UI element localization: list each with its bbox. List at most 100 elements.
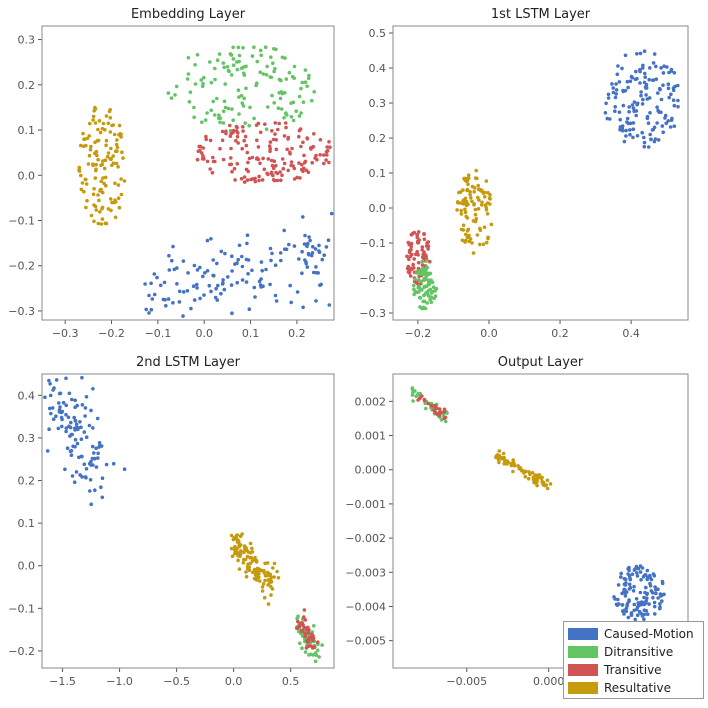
data-point xyxy=(306,170,311,175)
data-point xyxy=(481,242,486,247)
data-point xyxy=(484,240,489,245)
data-point xyxy=(162,280,167,285)
data-point xyxy=(268,140,273,144)
data-point xyxy=(616,583,621,587)
data-point xyxy=(645,596,649,600)
data-point xyxy=(460,201,465,206)
data-point xyxy=(283,91,287,95)
data-point xyxy=(64,403,68,408)
data-point xyxy=(617,110,622,114)
data-point xyxy=(660,599,664,603)
data-point xyxy=(244,570,248,574)
data-point xyxy=(270,251,274,256)
data-point xyxy=(236,88,241,92)
data-point xyxy=(233,178,237,182)
data-point xyxy=(317,243,321,248)
data-point xyxy=(647,77,651,82)
data-point xyxy=(208,60,212,64)
data-point xyxy=(239,176,244,181)
data-point xyxy=(631,127,636,131)
data-point xyxy=(258,70,263,74)
data-point xyxy=(476,183,481,188)
data-point xyxy=(102,166,107,171)
data-point xyxy=(261,582,266,586)
data-point xyxy=(229,546,234,551)
data-point xyxy=(90,456,95,461)
plot-frame xyxy=(41,373,335,669)
series-caused-motion xyxy=(612,564,666,622)
series-transitive xyxy=(405,230,432,287)
plot-frame xyxy=(392,373,689,669)
data-point xyxy=(221,61,226,65)
data-point xyxy=(276,576,281,580)
data-point xyxy=(524,469,528,474)
data-point xyxy=(152,272,157,276)
data-point xyxy=(470,199,474,204)
data-point xyxy=(185,77,190,81)
data-point xyxy=(666,119,670,123)
data-point xyxy=(209,289,213,294)
data-point xyxy=(501,451,506,456)
data-point xyxy=(266,583,270,587)
x-tick-label: −1.0 xyxy=(106,675,133,688)
data-point xyxy=(237,112,241,116)
data-point xyxy=(639,600,644,604)
data-point xyxy=(238,551,242,555)
data-point xyxy=(98,130,103,135)
data-point xyxy=(671,98,676,102)
data-point xyxy=(248,105,252,110)
data-point xyxy=(64,412,68,417)
data-point xyxy=(214,286,218,291)
data-point xyxy=(658,606,662,611)
y-tick-label: 0.2 xyxy=(18,79,36,92)
data-point xyxy=(652,604,657,609)
panel-1: Embedding Layer −0.3 −0.2 −0.1 0.0 0.1 0.2 −0.3… xyxy=(8,7,335,340)
data-point xyxy=(170,258,174,263)
data-point xyxy=(295,616,299,621)
data-point xyxy=(626,615,631,620)
data-point xyxy=(305,137,310,141)
data-point xyxy=(64,376,68,381)
data-point xyxy=(672,103,677,108)
data-point xyxy=(235,162,240,166)
data-point xyxy=(312,90,317,94)
data-point xyxy=(468,190,472,194)
data-point xyxy=(644,609,649,613)
data-point xyxy=(166,297,171,301)
data-point xyxy=(646,145,651,149)
data-point xyxy=(53,368,57,372)
data-point xyxy=(666,82,671,86)
data-point xyxy=(97,198,101,203)
data-point xyxy=(318,138,323,142)
data-point xyxy=(280,55,285,60)
data-point xyxy=(57,408,62,412)
data-point xyxy=(316,640,320,644)
data-point xyxy=(474,217,479,221)
y-tick-label: −0.1 xyxy=(8,602,35,615)
data-point xyxy=(246,272,250,276)
data-point xyxy=(280,157,285,161)
data-point xyxy=(324,158,328,162)
data-point xyxy=(409,244,414,249)
data-point xyxy=(247,568,252,573)
data-point xyxy=(652,139,657,144)
data-point xyxy=(64,429,68,434)
data-point xyxy=(642,617,646,621)
data-point xyxy=(79,173,83,178)
series-ditransitive xyxy=(166,45,317,133)
data-point xyxy=(464,238,468,243)
data-point xyxy=(421,299,426,304)
y-tick-label: 0.2 xyxy=(18,475,36,488)
data-point xyxy=(613,105,617,109)
data-point xyxy=(186,56,191,60)
data-point xyxy=(224,131,228,136)
data-point xyxy=(272,69,276,74)
data-point xyxy=(642,612,647,617)
data-point xyxy=(201,146,205,150)
data-point xyxy=(84,475,88,480)
data-point xyxy=(104,114,109,118)
data-point xyxy=(444,419,448,424)
data-point xyxy=(48,393,53,398)
data-point xyxy=(100,495,105,500)
y-tick-label: −0.1 xyxy=(8,214,35,227)
